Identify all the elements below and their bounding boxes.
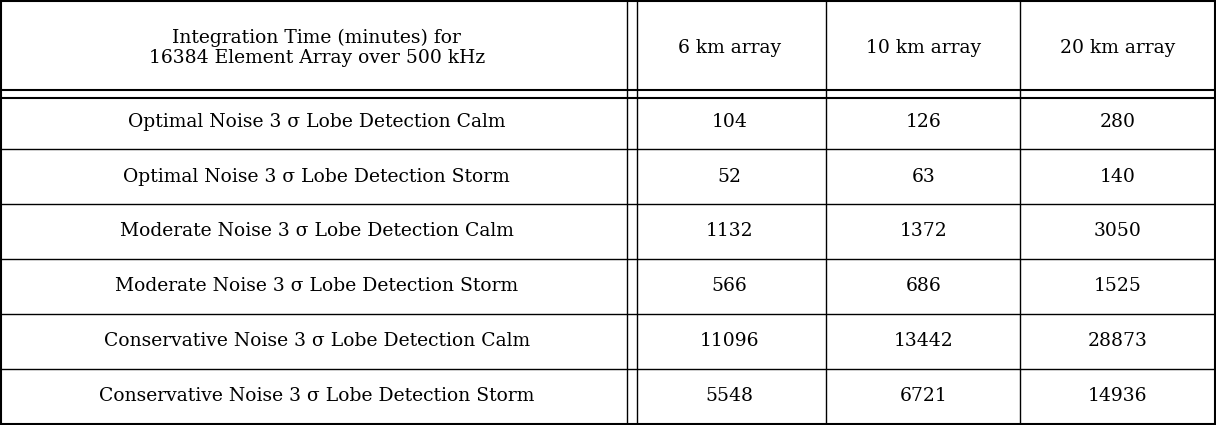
Text: Optimal Noise 3 σ Lobe Detection Storm: Optimal Noise 3 σ Lobe Detection Storm <box>124 167 511 186</box>
Text: Moderate Noise 3 σ Lobe Detection Calm: Moderate Noise 3 σ Lobe Detection Calm <box>120 223 514 241</box>
Text: Conservative Noise 3 σ Lobe Detection Calm: Conservative Noise 3 σ Lobe Detection Ca… <box>103 332 530 350</box>
Text: 280: 280 <box>1099 113 1136 131</box>
Text: 6 km array: 6 km array <box>677 39 781 57</box>
Text: 52: 52 <box>717 167 742 186</box>
Text: 14936: 14936 <box>1088 387 1148 405</box>
Text: 140: 140 <box>1099 167 1136 186</box>
Text: 686: 686 <box>906 278 941 295</box>
Text: 1525: 1525 <box>1093 278 1142 295</box>
Text: 11096: 11096 <box>699 332 759 350</box>
Text: 28873: 28873 <box>1087 332 1148 350</box>
Text: 5548: 5548 <box>705 387 754 405</box>
Text: 104: 104 <box>711 113 748 131</box>
Text: 20 km array: 20 km array <box>1060 39 1175 57</box>
Text: Moderate Noise 3 σ Lobe Detection Storm: Moderate Noise 3 σ Lobe Detection Storm <box>116 278 518 295</box>
Text: Conservative Noise 3 σ Lobe Detection Storm: Conservative Noise 3 σ Lobe Detection St… <box>100 387 535 405</box>
Text: Optimal Noise 3 σ Lobe Detection Calm: Optimal Noise 3 σ Lobe Detection Calm <box>128 113 506 131</box>
Text: 3050: 3050 <box>1093 223 1142 241</box>
Text: 10 km array: 10 km array <box>866 39 981 57</box>
Text: 566: 566 <box>711 278 747 295</box>
Text: 1372: 1372 <box>900 223 947 241</box>
Text: 1132: 1132 <box>705 223 753 241</box>
Text: 13442: 13442 <box>894 332 953 350</box>
Text: 63: 63 <box>912 167 935 186</box>
Text: 126: 126 <box>906 113 941 131</box>
Text: 6721: 6721 <box>900 387 947 405</box>
Text: Integration Time (minutes) for
16384 Element Array over 500 kHz: Integration Time (minutes) for 16384 Ele… <box>148 28 485 67</box>
